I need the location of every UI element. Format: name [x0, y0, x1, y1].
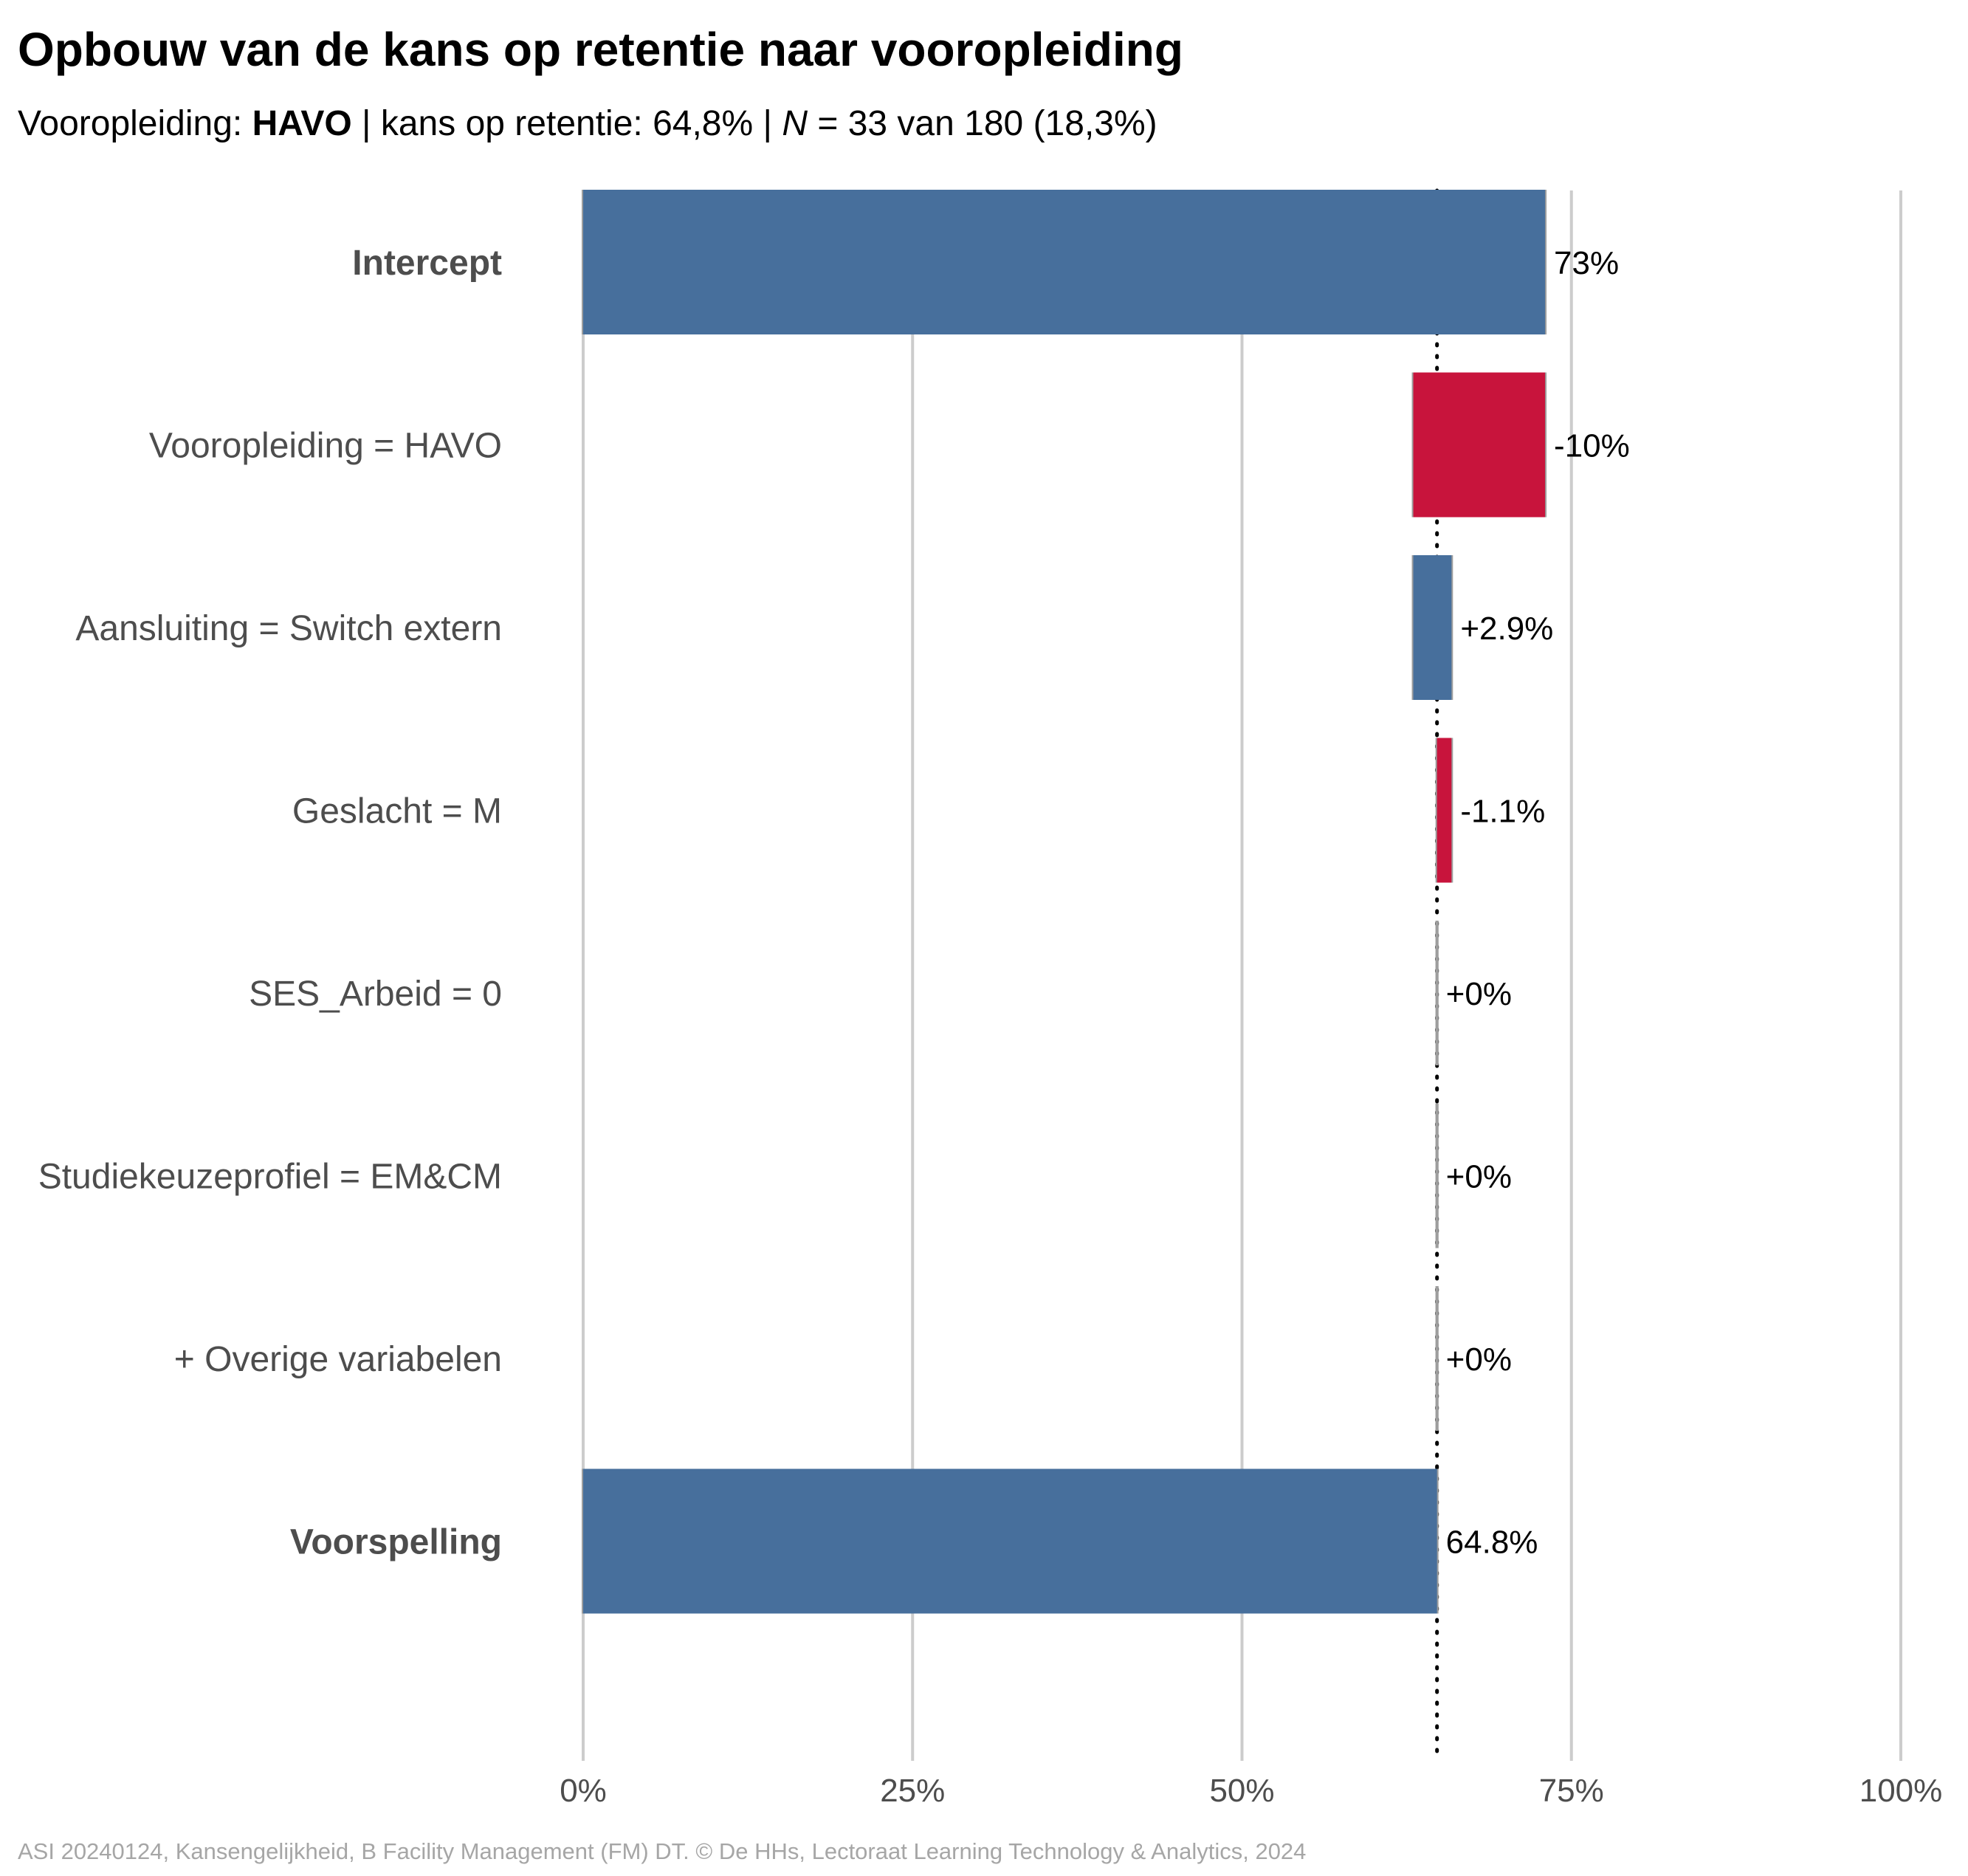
- chart-subtitle: Vooropleiding: HAVO | kans op retentie: …: [18, 103, 1157, 144]
- row-label: SES_Arbeid = 0: [249, 975, 502, 1014]
- connector-lines: [582, 190, 1547, 1614]
- subtitle-part-3: = 33 van 180 (18,3%): [807, 104, 1157, 143]
- x-tick-label: 100%: [1859, 1773, 1943, 1809]
- bar: [583, 1468, 1437, 1614]
- value-label: +0%: [1446, 1159, 1512, 1195]
- row-label: Intercept: [352, 244, 502, 283]
- row-labels: Intercept Vooropleiding = HAVO Aansluiting…: [38, 244, 502, 1562]
- bar: [1413, 372, 1546, 518]
- value-label: +0%: [1446, 976, 1512, 1012]
- x-tick-label: 25%: [880, 1773, 945, 1809]
- value-label: -10%: [1554, 428, 1630, 464]
- chart-title: Opbouw van de kans op retentie naar voor…: [18, 23, 1183, 76]
- row-label: Vooropleiding = HAVO: [149, 427, 502, 466]
- subtitle-part-1: Vooropleiding:: [18, 104, 252, 143]
- waterfall-chart: Intercept Vooropleiding = HAVO Aansluiting…: [38, 188, 1942, 1809]
- row-label: Aansluiting = Switch extern: [75, 609, 502, 648]
- row-label: Voorspelling: [290, 1523, 502, 1562]
- x-axis-ticks: 0% 25% 50% 75% 100%: [560, 1773, 1942, 1809]
- row-label: Geslacht = M: [292, 792, 502, 831]
- x-tick-label: 50%: [1209, 1773, 1274, 1809]
- value-labels: 73% -10% +2.9% -1.1% +0% +0% +0% 64.8%: [1446, 245, 1630, 1561]
- bar: [1413, 555, 1452, 700]
- chart-caption: ASI 20240124, Kansengelijkheid, B Facili…: [18, 1838, 1307, 1864]
- subtitle-bold-value: HAVO: [252, 104, 352, 143]
- value-label: +0%: [1446, 1341, 1512, 1378]
- value-label: 64.8%: [1446, 1525, 1538, 1561]
- bar: [1437, 738, 1452, 883]
- row-label: + Overige variabelen: [174, 1340, 502, 1379]
- bar: [583, 190, 1546, 334]
- bars-group: [583, 190, 1546, 1614]
- subtitle-part-2: | kans op retentie: 64,8% |: [351, 104, 782, 143]
- subtitle-italic-n: N: [782, 104, 808, 143]
- value-label: +2.9%: [1460, 611, 1553, 647]
- row-label: Studiekeuzeprofiel = EM&CM: [38, 1158, 502, 1197]
- value-label: 73%: [1554, 245, 1619, 281]
- x-tick-label: 75%: [1539, 1773, 1604, 1809]
- x-tick-label: 0%: [560, 1773, 607, 1809]
- value-label: -1.1%: [1460, 794, 1545, 830]
